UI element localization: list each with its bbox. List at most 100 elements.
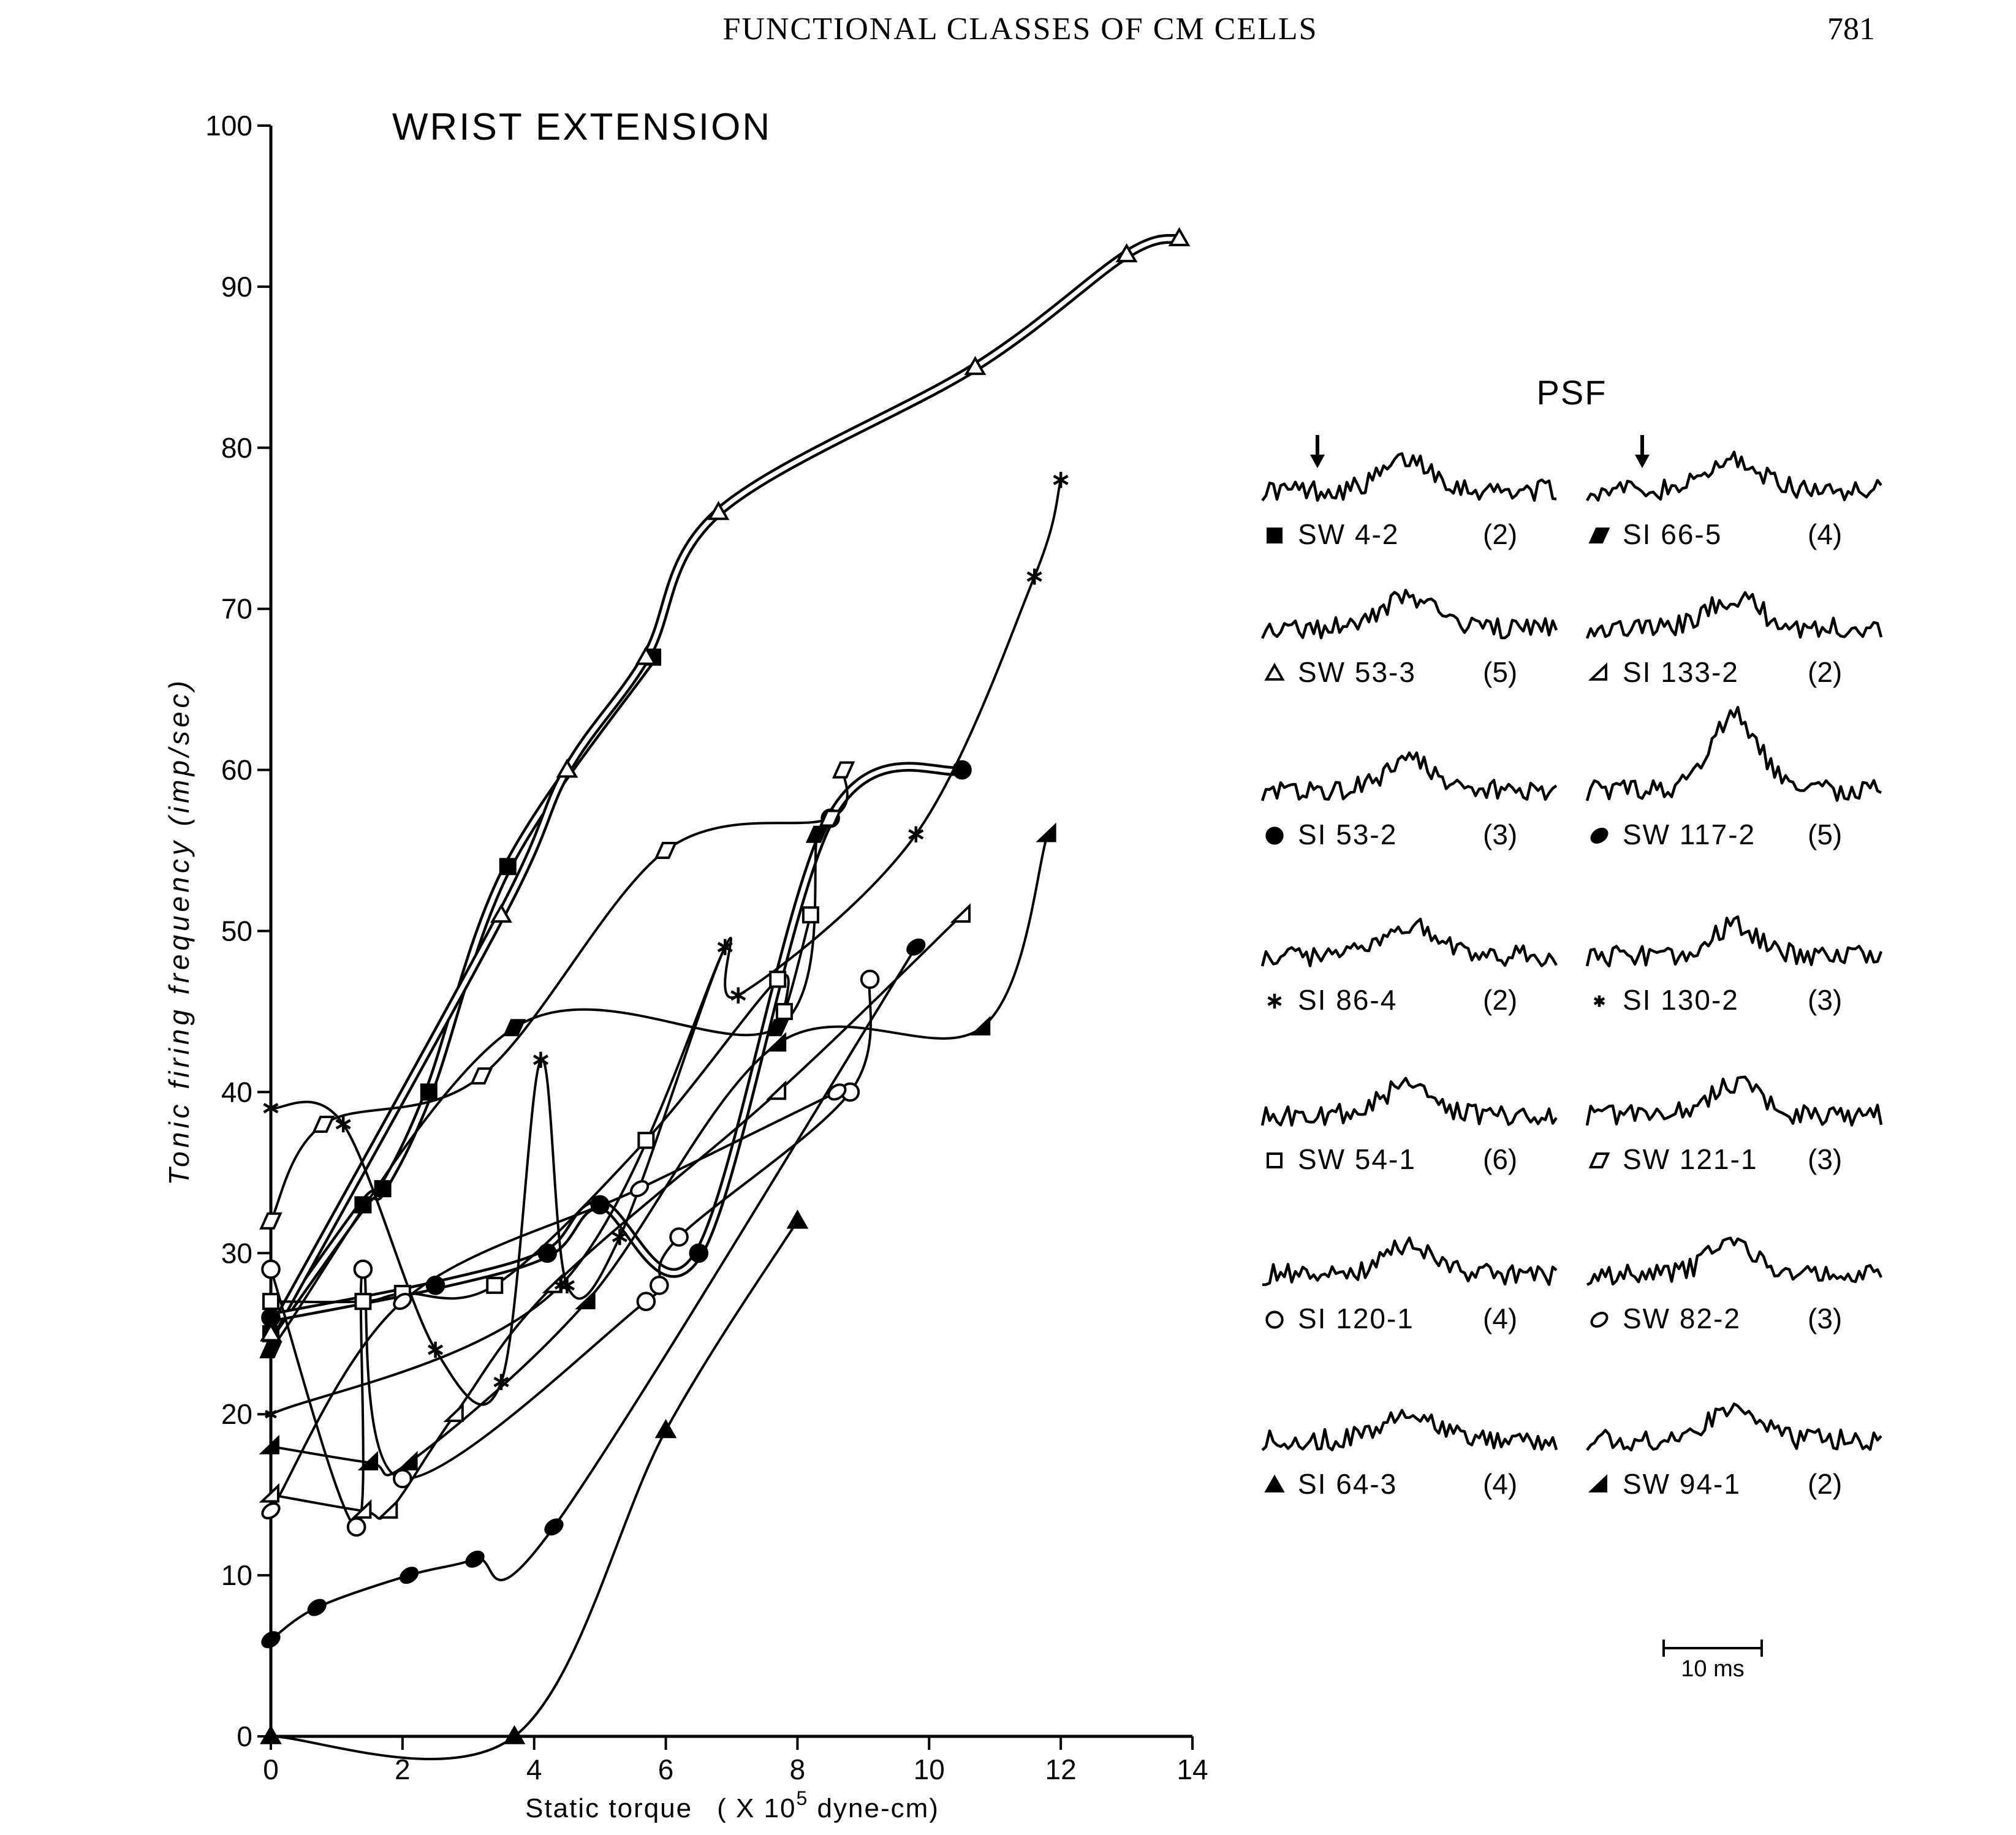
psf-item-si-53-2: SI 53-2 (3) bbox=[1260, 751, 1558, 850]
data-point-sw-54-1 bbox=[801, 906, 819, 924]
data-point-si-86-4 bbox=[428, 1341, 444, 1358]
data-point-sw-4-2 bbox=[420, 1083, 438, 1101]
psf-trace bbox=[1585, 706, 1882, 802]
y-tick-label: 40 bbox=[221, 1076, 252, 1108]
data-point-sw-94-1 bbox=[397, 1450, 418, 1470]
data-point-sw-54-1 bbox=[637, 1132, 655, 1149]
data-point-sw-121-1 bbox=[312, 1115, 335, 1133]
data-point-si-86-4 bbox=[263, 1100, 279, 1116]
data-point-si-53-2 bbox=[590, 1195, 610, 1215]
psf-count: (2) bbox=[1808, 656, 1842, 688]
data-point-sw-117-2 bbox=[307, 1599, 327, 1616]
data-point-sw-4-2 bbox=[499, 858, 517, 876]
series-line-si-66-5 bbox=[270, 834, 819, 1351]
psf-trace bbox=[1261, 1409, 1558, 1451]
data-point-sw-82-2 bbox=[629, 1180, 650, 1198]
data-point-si-130-2 bbox=[719, 940, 732, 953]
psf-legend-marker bbox=[1588, 528, 1610, 543]
data-point-sw-53-3 bbox=[964, 355, 987, 376]
data-point-sw-121-1 bbox=[470, 1067, 493, 1085]
psf-item-si-130-2: SI 130-2 (3) bbox=[1585, 915, 1883, 1016]
data-point-sw-117-2 bbox=[261, 1631, 281, 1649]
psf-trace bbox=[1260, 917, 1558, 967]
data-point-sw-121-1 bbox=[819, 809, 842, 827]
data-point-si-64-3 bbox=[654, 1419, 677, 1439]
data-point-si-66-5 bbox=[766, 1019, 789, 1037]
series-lines bbox=[266, 233, 1184, 1760]
chart-title: WRIST EXTENSION bbox=[392, 106, 771, 148]
psf-item-si-86-4: SI 86-4 (2) bbox=[1260, 917, 1558, 1016]
data-point-sw-94-1 bbox=[259, 1434, 279, 1455]
data-point-si-120-1 bbox=[669, 1227, 689, 1247]
psf-trace bbox=[1261, 452, 1557, 502]
psf-count: (2) bbox=[1483, 984, 1517, 1016]
data-point-si-86-4 bbox=[1053, 472, 1069, 488]
psf-legend-marker bbox=[1590, 1312, 1609, 1328]
data-point-si-64-3 bbox=[260, 1725, 282, 1744]
data-point-sw-54-1 bbox=[769, 970, 787, 988]
psf-legend-marker bbox=[1265, 827, 1284, 845]
psf-label: SI 133-2 bbox=[1623, 656, 1739, 688]
data-point-si-133-2 bbox=[443, 1402, 464, 1422]
psf-count: (2) bbox=[1808, 1468, 1842, 1500]
psf-item-sw-53-3: SW 53-3 (5) bbox=[1260, 588, 1558, 688]
psf-label: SI 64-3 bbox=[1298, 1468, 1397, 1500]
psf-legend-marker bbox=[1593, 995, 1605, 1007]
psf-legend-marker bbox=[1267, 993, 1282, 1009]
data-point-si-120-1 bbox=[261, 1259, 281, 1279]
psf-trace bbox=[1260, 588, 1558, 640]
scale-bar: 10 ms bbox=[1662, 1640, 1763, 1682]
series-line-si-133-2 bbox=[270, 914, 963, 1520]
data-point-sw-53-3 bbox=[490, 903, 512, 923]
data-point-sw-121-1 bbox=[654, 842, 678, 860]
data-point-sw-54-1 bbox=[775, 1002, 793, 1020]
psf-count: (4) bbox=[1483, 1468, 1517, 1500]
y-tick-label: 0 bbox=[237, 1720, 252, 1752]
psf-item-sw-54-1: SW 54-1 (6) bbox=[1260, 1076, 1558, 1175]
series-line-si-120-1 bbox=[270, 979, 873, 1529]
y-tick-label: 20 bbox=[221, 1398, 252, 1430]
x-tick-label: 8 bbox=[790, 1754, 806, 1785]
data-point-sw-54-1 bbox=[486, 1276, 504, 1294]
psf-item-si-133-2: SI 133-2 (2) bbox=[1585, 591, 1883, 688]
y-tick-label: 90 bbox=[221, 271, 252, 303]
data-point-si-120-1 bbox=[650, 1276, 669, 1295]
psf-trace bbox=[1586, 1402, 1882, 1452]
data-point-sw-94-1 bbox=[969, 1016, 991, 1036]
psf-item-sw-4-2: SW 4-2 (2) bbox=[1261, 435, 1557, 550]
data-point-sw-82-2 bbox=[393, 1293, 412, 1311]
psf-count: (3) bbox=[1808, 1143, 1842, 1175]
data-point-sw-94-1 bbox=[357, 1450, 379, 1470]
psf-count: (2) bbox=[1483, 518, 1517, 550]
psf-count: (3) bbox=[1808, 984, 1842, 1016]
data-point-si-86-4 bbox=[493, 1374, 509, 1390]
psf-trace bbox=[1585, 915, 1883, 967]
psf-label: SW 82-2 bbox=[1623, 1303, 1741, 1334]
psf-legend-marker bbox=[1265, 1311, 1284, 1329]
psf-count: (3) bbox=[1808, 1303, 1842, 1334]
data-point-si-53-2 bbox=[537, 1243, 558, 1263]
data-point-sw-117-2 bbox=[544, 1518, 564, 1536]
psf-label: SW 4-2 bbox=[1298, 518, 1399, 550]
data-point-sw-53-3 bbox=[1115, 243, 1138, 263]
data-point-si-53-2 bbox=[261, 1307, 281, 1328]
data-point-si-86-4 bbox=[730, 987, 746, 1004]
psf-item-si-66-5: SI 66-5 (4) bbox=[1586, 435, 1882, 550]
x-ticks: 0 2 4 6 8 10 12 14 bbox=[263, 1736, 1208, 1785]
psf-legend-marker bbox=[1588, 1474, 1607, 1493]
data-point-sw-121-1 bbox=[832, 761, 855, 779]
data-point-si-133-2 bbox=[765, 1080, 787, 1100]
data-point-si-120-1 bbox=[346, 1517, 366, 1537]
x-axis-label-unit-suffix: dyne-cm) bbox=[808, 1793, 939, 1823]
psf-legend-marker bbox=[1590, 828, 1609, 844]
psf-trace bbox=[1585, 1075, 1883, 1127]
scale-bar-label: 10 ms bbox=[1681, 1656, 1744, 1682]
x-tick-label: 4 bbox=[526, 1754, 542, 1785]
page-number: 781 bbox=[1827, 12, 1875, 47]
psf-trace bbox=[1262, 1236, 1558, 1287]
data-point-si-133-2 bbox=[259, 1483, 279, 1503]
trigger-arrow-head bbox=[1635, 455, 1650, 468]
x-axis-label: Static torque ( X 105 dyne-cm) bbox=[525, 1787, 939, 1823]
data-point-si-66-5 bbox=[259, 1341, 282, 1359]
x-tick-label: 12 bbox=[1045, 1754, 1077, 1785]
